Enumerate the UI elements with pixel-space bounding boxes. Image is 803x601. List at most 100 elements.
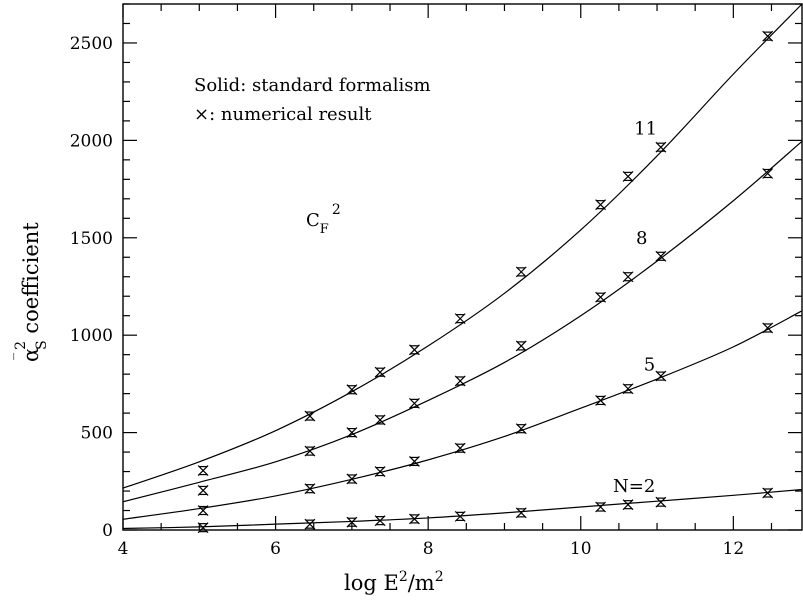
data-point bbox=[762, 322, 774, 334]
legend-line1: Solid: standard formalism bbox=[194, 75, 431, 96]
marker-stroke bbox=[454, 313, 466, 325]
y-axis-title-sup: 2 bbox=[13, 341, 29, 350]
y-tick-label: 2500 bbox=[70, 34, 113, 54]
y-axis-title: α‾2 S coefficient bbox=[12, 222, 50, 362]
data-point bbox=[454, 442, 466, 454]
data-point bbox=[197, 522, 209, 534]
marker-stroke bbox=[304, 410, 316, 422]
x-tick-label: 4 bbox=[118, 539, 129, 559]
data-point bbox=[374, 515, 386, 527]
data-point bbox=[595, 501, 607, 513]
data-point bbox=[454, 313, 466, 325]
marker-stroke bbox=[374, 366, 386, 378]
marker-stroke bbox=[409, 456, 420, 467]
marker-stroke bbox=[762, 30, 774, 42]
data-point bbox=[515, 266, 527, 278]
factor-label: CF2 bbox=[306, 202, 341, 237]
y-axis-title-rest: coefficient bbox=[19, 222, 43, 341]
data-point bbox=[622, 499, 634, 511]
marker-stroke bbox=[515, 507, 527, 519]
series-label: 5 bbox=[644, 354, 655, 375]
marker-stroke bbox=[454, 510, 466, 522]
marker-stroke bbox=[374, 466, 386, 477]
legend-marker: × bbox=[194, 104, 209, 125]
marker-stroke bbox=[374, 515, 386, 527]
x-tick-label: 8 bbox=[423, 539, 434, 559]
data-point bbox=[454, 375, 466, 387]
data-point bbox=[409, 456, 420, 467]
marker-stroke bbox=[197, 465, 209, 477]
data-point bbox=[304, 483, 316, 495]
marker-stroke bbox=[655, 250, 667, 262]
data-point bbox=[454, 510, 466, 522]
marker-stroke bbox=[346, 473, 358, 485]
marker-stroke bbox=[595, 395, 607, 406]
data-point bbox=[515, 340, 527, 352]
data-point bbox=[197, 505, 209, 516]
data-point bbox=[595, 291, 607, 303]
data-point bbox=[595, 199, 607, 211]
marker-stroke bbox=[304, 483, 316, 495]
data-point bbox=[515, 507, 527, 519]
marker-stroke bbox=[595, 199, 607, 211]
data-point bbox=[409, 397, 420, 409]
y-tick-label: 2000 bbox=[70, 131, 113, 151]
marker-stroke bbox=[655, 370, 667, 382]
marker-stroke bbox=[622, 271, 634, 283]
data-point bbox=[374, 366, 386, 378]
data-point bbox=[197, 485, 209, 496]
data-point bbox=[304, 410, 316, 422]
marker-stroke bbox=[762, 322, 774, 334]
marker-stroke bbox=[655, 141, 667, 153]
data-point bbox=[622, 170, 634, 182]
data-point bbox=[346, 384, 358, 396]
data-point bbox=[655, 370, 667, 382]
data-point bbox=[304, 445, 316, 457]
data-point bbox=[595, 395, 607, 406]
marker-stroke bbox=[762, 168, 774, 179]
marker-stroke bbox=[409, 513, 420, 525]
data-point bbox=[622, 271, 634, 283]
legend-line2-text: : numerical result bbox=[209, 104, 372, 125]
marker-stroke bbox=[197, 505, 209, 516]
x-axis-title: log E2/m2 bbox=[344, 569, 444, 595]
x-axis-title-mid: /m bbox=[408, 571, 435, 595]
data-point bbox=[762, 168, 774, 179]
marker-stroke bbox=[409, 344, 420, 356]
curves bbox=[122, 3, 803, 530]
marker-stroke bbox=[304, 445, 316, 457]
data-point bbox=[346, 473, 358, 485]
data-point bbox=[374, 414, 386, 426]
marker-stroke bbox=[595, 501, 607, 513]
tick-labels: 4 6 8 10 12 0 500 1000 1500 2000 2500 bbox=[70, 34, 744, 559]
data-point bbox=[655, 496, 667, 508]
y-tick-label: 0 bbox=[102, 521, 113, 541]
markers bbox=[197, 30, 774, 534]
y-axis-title-alpha: α‾2 S coefficient bbox=[12, 222, 50, 362]
curve-n2 bbox=[122, 488, 803, 530]
series-label: 8 bbox=[636, 228, 647, 249]
y-tick-label: 500 bbox=[81, 424, 113, 444]
series-label: N=2 bbox=[613, 476, 655, 497]
data-point bbox=[346, 516, 358, 528]
y-tick-label: 1500 bbox=[70, 229, 113, 249]
x-axis-title-sup1: 2 bbox=[399, 569, 408, 585]
factor-label-sub: F bbox=[320, 222, 329, 237]
y-tick-label: 1000 bbox=[70, 326, 113, 346]
axis-ticks bbox=[122, 3, 802, 531]
data-point bbox=[515, 423, 527, 435]
marker-stroke bbox=[454, 442, 466, 454]
data-point bbox=[409, 344, 420, 356]
x-tick-label: 10 bbox=[570, 539, 592, 559]
plot-frame bbox=[122, 3, 803, 531]
marker-stroke bbox=[515, 340, 527, 352]
y-axis-title-sub: S bbox=[34, 340, 50, 350]
x-tick-label: 6 bbox=[270, 539, 281, 559]
data-point bbox=[622, 383, 634, 395]
marker-stroke bbox=[374, 414, 386, 426]
x-axis-title-main: log E bbox=[344, 571, 399, 595]
marker-stroke bbox=[622, 170, 634, 182]
curve-5 bbox=[122, 310, 803, 520]
marker-stroke bbox=[622, 499, 634, 511]
